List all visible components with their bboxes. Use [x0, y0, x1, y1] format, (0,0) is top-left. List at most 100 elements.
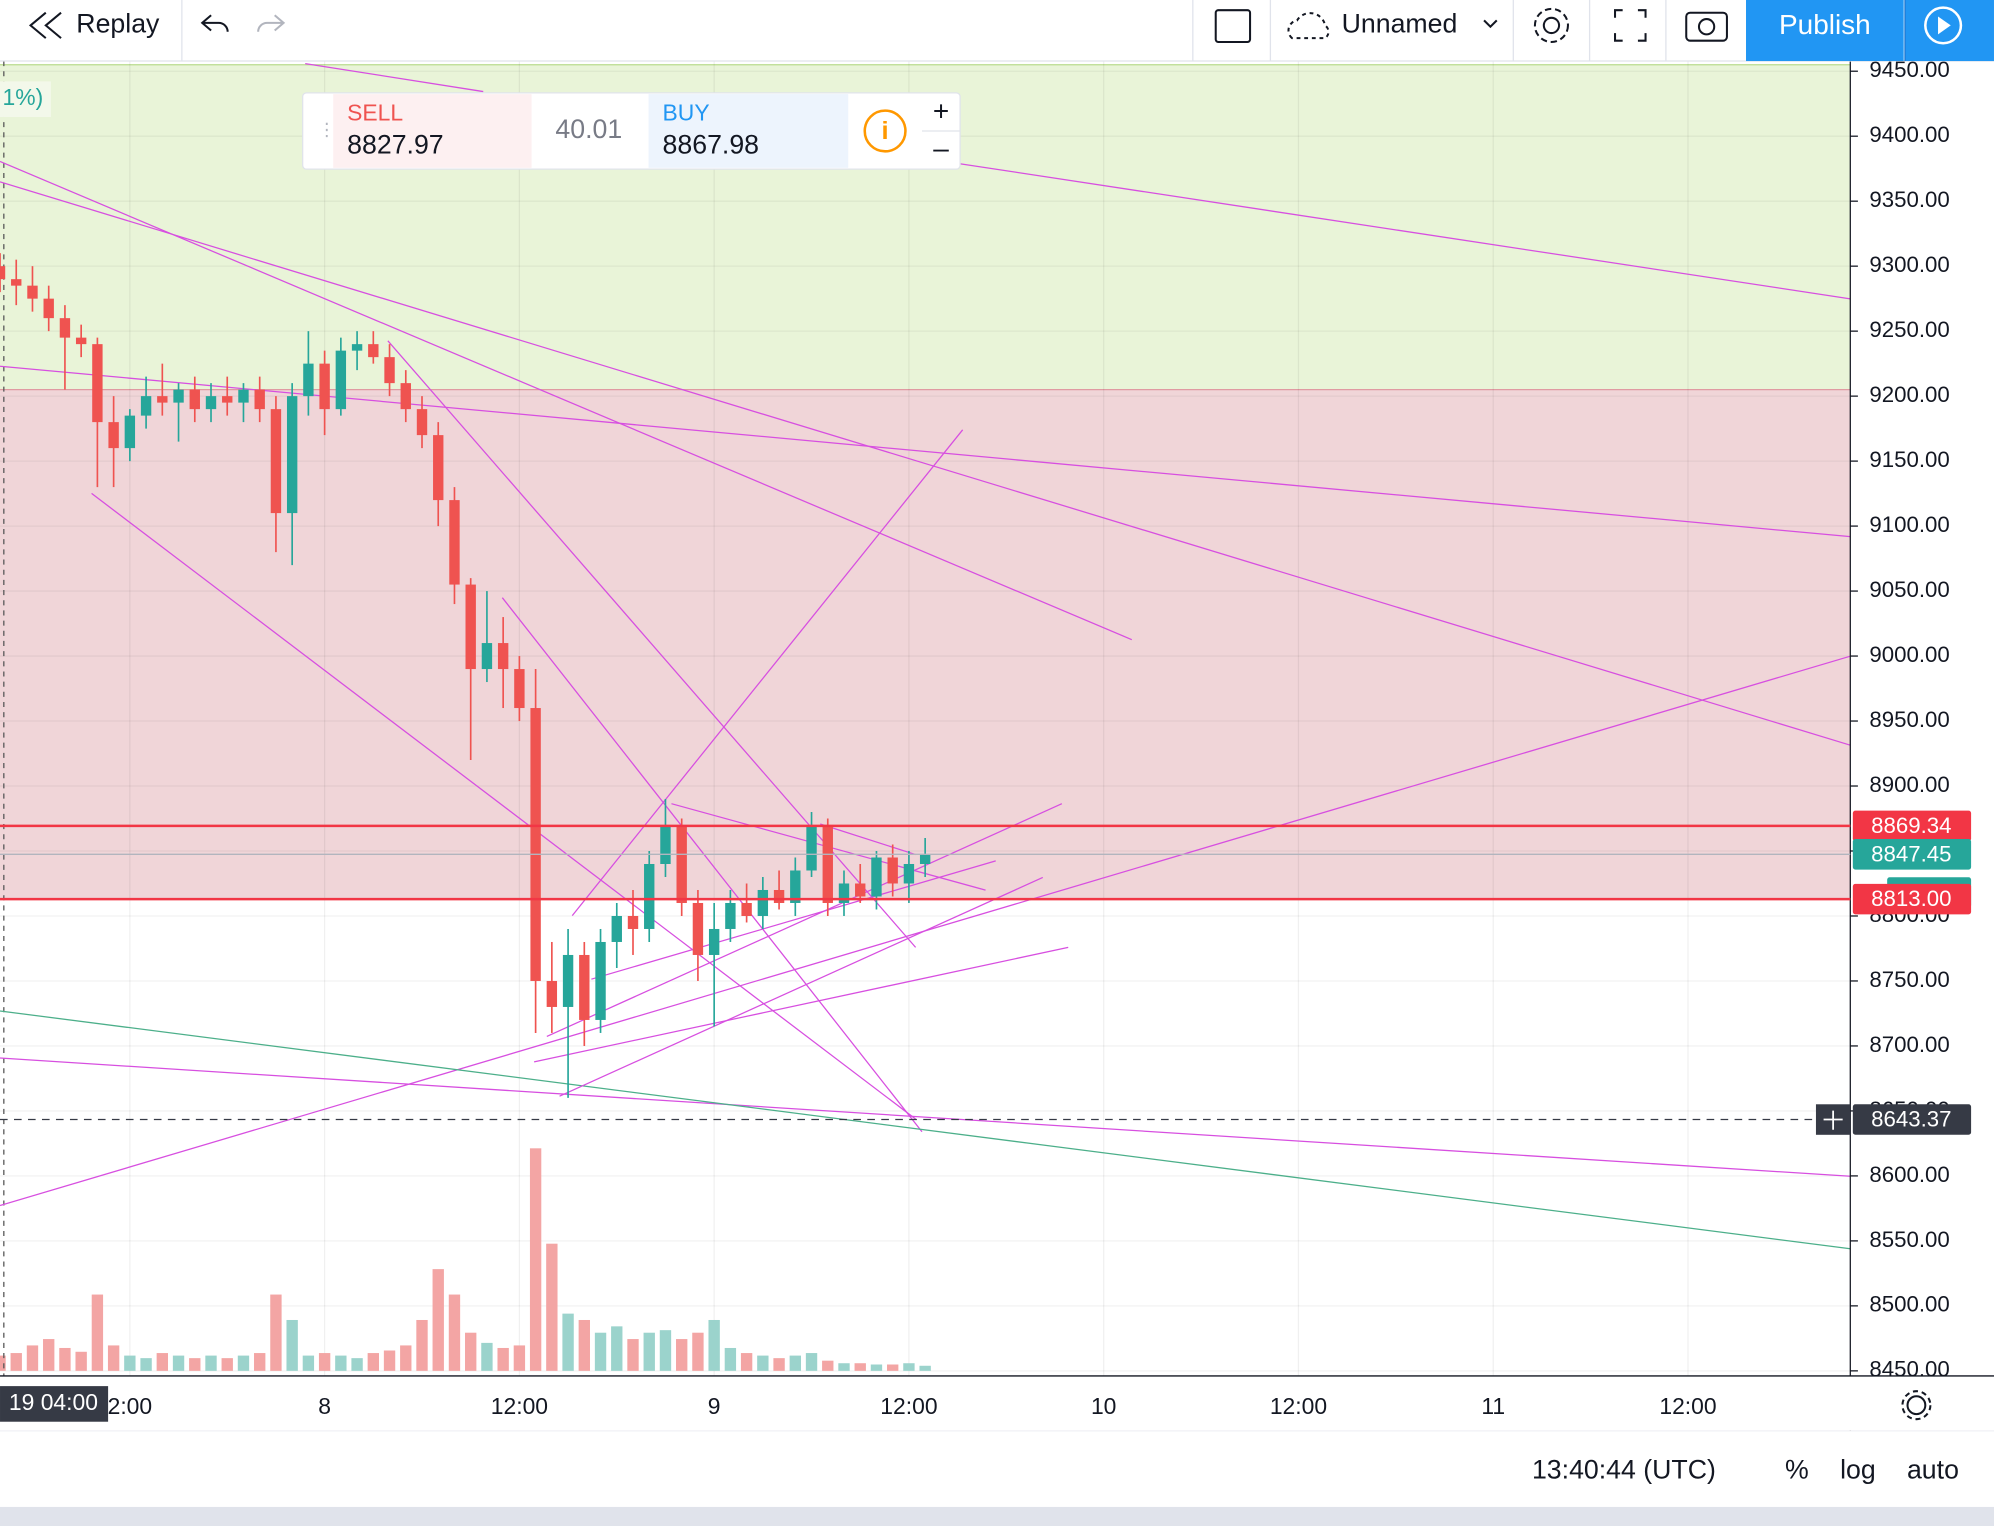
x-tick-label: 12:00 — [491, 1393, 548, 1419]
candle-body — [303, 363, 314, 397]
volume-bar — [189, 1358, 201, 1371]
y-tick-label: 9100.00 — [1869, 512, 1949, 537]
plus-icon — [1823, 1110, 1843, 1130]
candle-body — [222, 396, 233, 403]
y-tick-label: 9200.00 — [1869, 382, 1949, 407]
y-tick-label: 9250.00 — [1869, 317, 1949, 342]
candle-body — [449, 500, 460, 585]
volume-bar — [643, 1332, 655, 1371]
candle-body — [676, 825, 687, 903]
settings-button[interactable] — [1533, 7, 1569, 43]
y-tick-label: 9050.00 — [1869, 577, 1949, 602]
log-toggle[interactable]: log — [1840, 1454, 1876, 1484]
sell-price: 8827.97 — [347, 129, 443, 159]
candle-body — [595, 941, 606, 1020]
info-icon[interactable] — [863, 109, 907, 153]
svg-text:i: i — [882, 117, 889, 145]
volume-bar — [724, 1347, 737, 1371]
candle-body — [368, 344, 379, 358]
select-icon[interactable] — [1214, 9, 1252, 43]
candle-body — [692, 902, 704, 955]
candle-body — [660, 825, 671, 864]
undo[interactable] — [200, 14, 229, 32]
candle-body — [514, 669, 525, 709]
layout-name[interactable]: Unnamed — [1342, 8, 1458, 38]
candle-body — [286, 396, 298, 514]
candle-body — [270, 409, 282, 514]
price-tag-label: 8869.34 — [1871, 813, 1951, 838]
volume-bar — [805, 1353, 818, 1371]
y-tick-label: 8700.00 — [1869, 1032, 1949, 1057]
plus[interactable]: + — [933, 96, 949, 127]
volume-bar — [740, 1353, 753, 1371]
candle-body — [562, 954, 574, 1007]
trade-panel: ⋮⋮ SELL 8827.97 40.01 BUY 8867.98 i + – — [302, 92, 961, 170]
candle-body — [59, 318, 71, 338]
candle-body — [140, 396, 152, 416]
settings-icon[interactable] — [1901, 1390, 1932, 1421]
buy-button[interactable] — [648, 94, 849, 168]
candle-body — [757, 889, 769, 916]
candle-body — [871, 857, 882, 897]
candle-body — [335, 350, 347, 410]
auto-toggle[interactable]: auto — [1907, 1454, 1959, 1484]
legend-fragment: 1%) — [3, 84, 44, 110]
price-tag-label: 8813.00 — [1871, 886, 1951, 911]
volume-bar — [838, 1363, 850, 1371]
volume-bar — [221, 1358, 233, 1371]
volume-bar — [594, 1332, 607, 1371]
candle-body — [92, 344, 103, 423]
candle-body — [124, 415, 136, 449]
candle-body — [806, 825, 817, 871]
candle-body — [157, 396, 168, 403]
candle-body — [725, 902, 736, 929]
y-tick-label: 9300.00 — [1869, 252, 1949, 277]
candle-body — [773, 889, 785, 903]
candle-body — [919, 854, 931, 864]
publish-menu[interactable] — [1904, 0, 1994, 62]
fullscreen[interactable] — [1614, 9, 1647, 42]
y-tick-label: 8600.00 — [1869, 1162, 1949, 1187]
volume-bar — [270, 1294, 282, 1371]
candle-body — [11, 279, 22, 286]
publish-button[interactable] — [1746, 0, 1904, 62]
y-tick-label: 8950.00 — [1869, 707, 1949, 732]
volume-bar — [887, 1364, 899, 1371]
redo[interactable] — [257, 14, 286, 32]
volume-bar — [254, 1353, 266, 1371]
sell-label: SELL — [347, 99, 403, 125]
replay-icon[interactable] — [28, 11, 62, 39]
volume-bar — [513, 1345, 526, 1371]
minus[interactable]: – — [933, 132, 949, 163]
volume-bar — [156, 1353, 168, 1371]
price-tag — [1852, 883, 1972, 915]
price-tag-label: 8643.37 — [1871, 1107, 1951, 1132]
candle-body — [108, 422, 119, 449]
volume-bar — [172, 1355, 185, 1371]
volume-bar — [659, 1330, 672, 1371]
volume-bar — [578, 1319, 590, 1371]
volume-bar — [789, 1355, 801, 1371]
volume-bar — [692, 1332, 704, 1371]
volume-bar — [757, 1355, 769, 1371]
volume-bar — [75, 1351, 87, 1371]
candle-body — [838, 883, 850, 903]
volume-bar — [10, 1353, 22, 1371]
volume-bar — [26, 1345, 39, 1371]
candle-body — [708, 928, 720, 955]
sell-button[interactable] — [333, 94, 532, 168]
x-tick-label: 10 — [1091, 1393, 1116, 1419]
candle-body — [319, 363, 330, 410]
y-tick-label: 8750.00 — [1869, 967, 1949, 992]
snapshot[interactable] — [1685, 11, 1728, 42]
cloud-icon — [1287, 12, 1330, 40]
volume-bar — [91, 1294, 104, 1371]
volume-bar — [400, 1345, 412, 1371]
volume-bar — [676, 1339, 688, 1371]
replay-button[interactable]: Replay — [76, 8, 160, 38]
candle-body — [27, 285, 38, 299]
publish-label: Publish — [1779, 9, 1871, 40]
volume-bar — [903, 1363, 915, 1371]
percent-toggle[interactable]: % — [1785, 1454, 1809, 1484]
